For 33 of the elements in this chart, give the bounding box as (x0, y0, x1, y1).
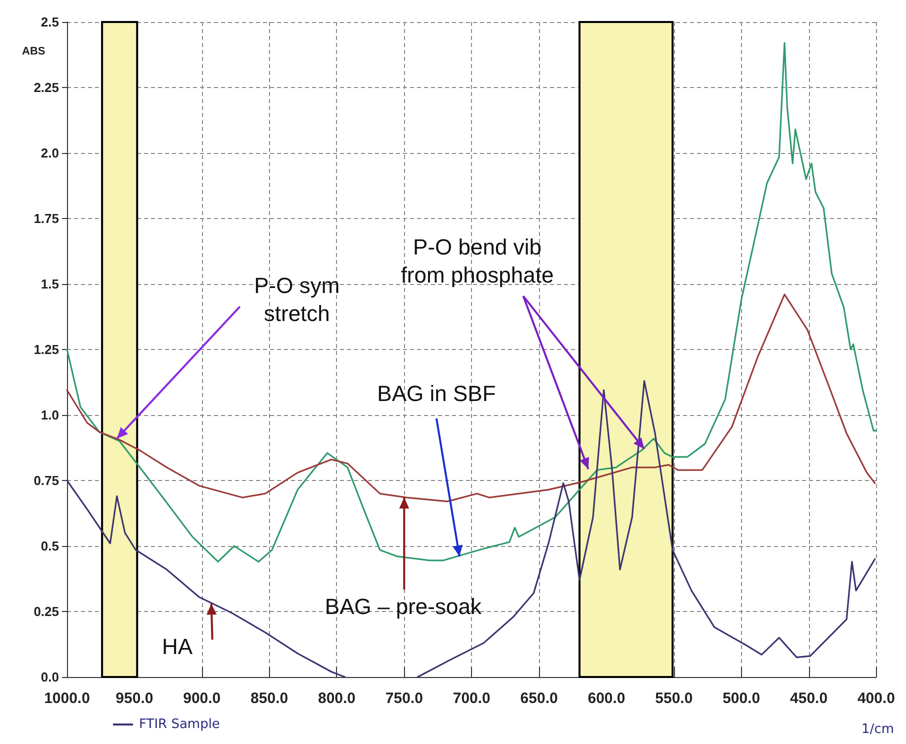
y-tick-label: 0.0 (40, 670, 59, 684)
x-tick-label: 400.0 (857, 690, 896, 707)
y-tick-label: 2.25 (34, 80, 59, 95)
x-tick-label: 1000.0 (44, 690, 90, 707)
x-tick-label: 850.0 (250, 690, 288, 707)
y-tick-label: 1.75 (34, 211, 59, 226)
annotation: P-O sym stretch (254, 273, 340, 326)
y-tick-label: 0.25 (34, 604, 59, 619)
x-tick-label: 600.0 (588, 690, 626, 707)
x-tick-label: 950.0 (116, 690, 154, 707)
y-tick-label: 1.5 (40, 276, 59, 292)
y-axis-title: ABS (22, 46, 46, 58)
x-tick-label: 700.0 (452, 690, 490, 707)
y-tick-label: 1.25 (34, 342, 59, 357)
y-tick-label: 2.0 (40, 146, 59, 160)
x-tick-label: 750.0 (385, 690, 423, 707)
y-tick-label: 1.0 (40, 408, 59, 422)
annotation: HA (162, 634, 193, 660)
legend-label: FTIR Sample (139, 717, 220, 732)
y-tick-label: 0.5 (40, 538, 59, 554)
annotation: P-O bend vib from phosphate (400, 234, 554, 288)
x-tick-label: 500.0 (722, 690, 760, 707)
annotation: BAG – pre-soak (324, 594, 482, 620)
line-series (66, 42, 878, 563)
x-tick-label: 900.0 (183, 690, 221, 707)
y-tick-label: 2.5 (40, 14, 59, 30)
x-axis-title: 1/cm (862, 722, 894, 737)
x-tick-label: 800.0 (318, 690, 356, 707)
annotation: BAG in SBF (377, 380, 496, 406)
y-tick-label: 0.75 (34, 473, 59, 488)
x-tick-label: 550.0 (655, 690, 693, 707)
x-tick-label: 450.0 (790, 690, 828, 707)
x-tick-label: 650.0 (520, 690, 558, 707)
